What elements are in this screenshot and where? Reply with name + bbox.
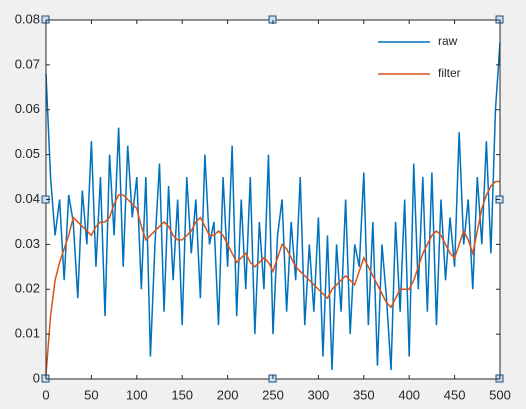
x-tick-label: 500: [489, 387, 511, 402]
x-tick-label: 450: [444, 387, 466, 402]
y-tick-label: 0.01: [15, 326, 40, 341]
x-tick-label: 100: [126, 387, 148, 402]
marks: [45, 42, 501, 375]
y-tick-label: 0.05: [15, 146, 40, 161]
y-tick-label: 0: [33, 370, 40, 385]
x-tick-label: 200: [217, 387, 239, 402]
line-series: [45, 42, 501, 371]
x-tick-label: 50: [84, 387, 98, 402]
x-tick-label: 250: [262, 387, 284, 402]
x-tick-label: 150: [171, 387, 193, 402]
y-tick-label: 0.02: [15, 281, 40, 296]
line-series: [45, 180, 500, 375]
y-tick-label: 0.06: [15, 101, 40, 116]
y-tick-label: 0.08: [15, 11, 40, 26]
x-tick-label: 350: [353, 387, 375, 402]
y-tick-label: 0.04: [15, 191, 40, 206]
x-tick-label: 400: [398, 387, 420, 402]
legend-label: raw: [438, 34, 458, 48]
y-tick-label: 0.03: [15, 236, 40, 251]
legend-label: filter: [438, 66, 461, 80]
x-tick-label: 0: [42, 387, 49, 402]
x-tick-label: 300: [308, 387, 330, 402]
y-tick-label: 0.07: [15, 56, 40, 71]
